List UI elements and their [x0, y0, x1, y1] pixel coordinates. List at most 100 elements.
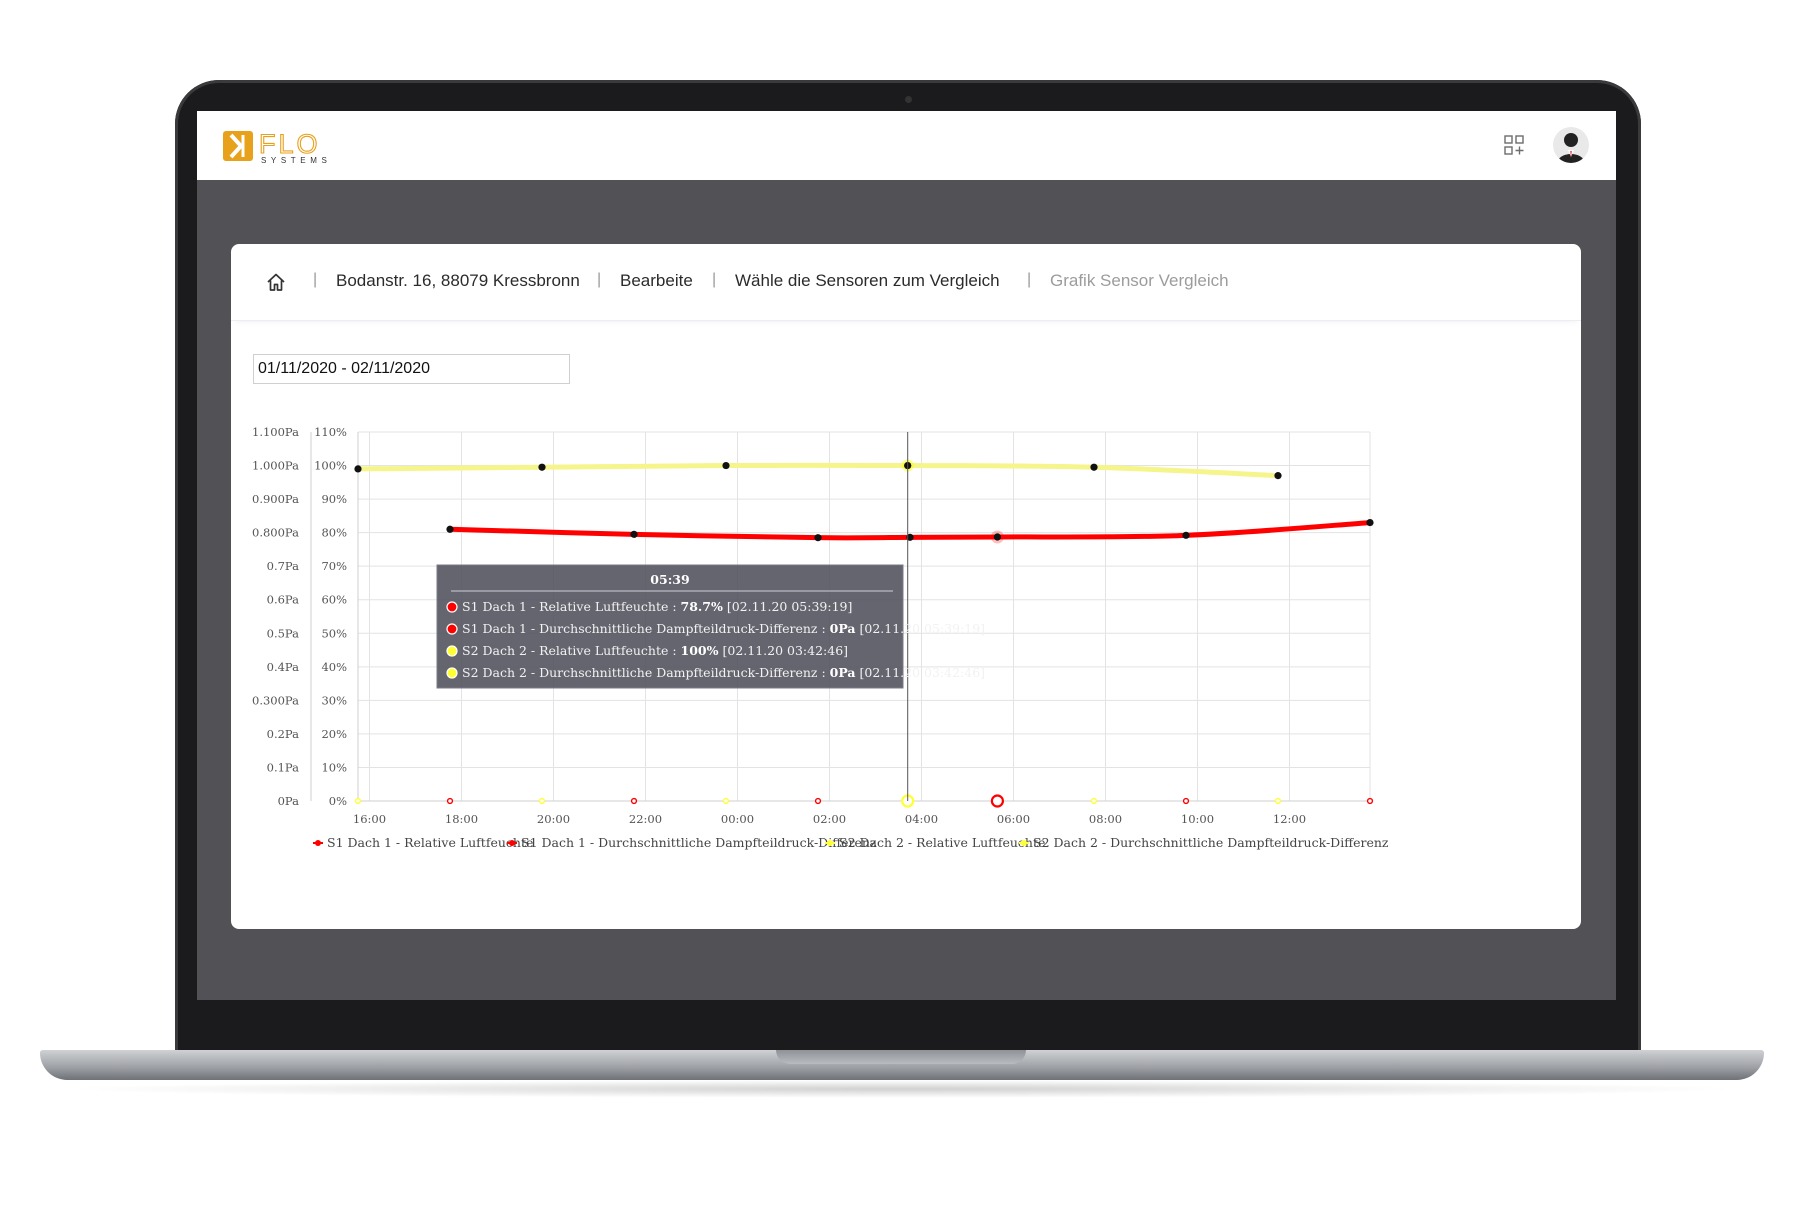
- y-left-tick-label: 0.4Pa: [267, 660, 300, 674]
- x-tick-label: 00:00: [721, 812, 754, 826]
- tooltip-row-time: [02.11.20 05:39:19]: [723, 599, 853, 614]
- x-tick-label: 20:00: [537, 812, 570, 826]
- y-left-tick-label: 0.900Pa: [252, 492, 299, 506]
- data-point: [354, 465, 362, 473]
- legend-marker: [827, 840, 833, 846]
- y-right-tick-label: 0%: [329, 794, 347, 808]
- legend-item[interactable]: S2 Dach 2 - Durchschnittliche Dampfteild…: [1019, 835, 1389, 850]
- legend-label: S1 Dach 1 - Relative Luftfeuchte: [327, 835, 533, 850]
- y-right-tick-label: 20%: [321, 727, 347, 741]
- tooltip-row-value: 78.7%: [681, 599, 723, 614]
- breadcrumb-separator: |: [313, 271, 318, 288]
- tooltip-box: [436, 564, 904, 689]
- breadcrumb-item-select-sensors[interactable]: Wähle die Sensoren zum Vergleich: [735, 271, 1000, 290]
- y-right-tick-label: 10%: [321, 760, 347, 774]
- tooltip-row: S2 Dach 2 - Relative Luftfeuchte : 100% …: [462, 643, 848, 658]
- logo-text: FLO: [258, 128, 321, 159]
- y-right-tick-label: 70%: [321, 559, 347, 573]
- hover-point-baseline: [990, 794, 1005, 808]
- user-avatar-icon[interactable]: [1553, 127, 1589, 163]
- breadcrumb-separator: |: [1027, 271, 1032, 288]
- tooltip-row-swatch: [446, 667, 458, 679]
- laptop-shadow: [60, 1080, 1744, 1098]
- sensor-chart: 0Pa 0% 0.1Pa 10% 0.2Pa 20% 0.300Pa 30% 0.4Pa 40% 0…: [252, 425, 1389, 850]
- data-point-baseline: [1182, 797, 1190, 805]
- legend-label: S2 Dach 2 - Relative Luftfeuchte: [839, 835, 1045, 850]
- tooltip-row-swatch: [446, 623, 458, 635]
- legend-item[interactable]: S1 Dach 1 - Durchschnittliche Dampfteild…: [507, 835, 877, 850]
- y-left-tick-label: 0Pa: [278, 794, 300, 808]
- tooltip-row-swatch: [446, 645, 458, 657]
- legend-item[interactable]: S1 Dach 1 - Relative Luftfeuchte: [313, 835, 533, 850]
- date-range-input[interactable]: [253, 354, 570, 384]
- tooltip-row-label: S1 Dach 1 - Durchschnittliche Dampfteild…: [462, 621, 830, 636]
- data-point-baseline: [446, 797, 454, 805]
- x-tick-label: 02:00: [813, 812, 846, 826]
- flo-logo-mark-icon: [223, 131, 253, 161]
- logo-subtext: SYSTEMS: [261, 156, 332, 165]
- laptop-notch: [776, 1050, 1026, 1064]
- hover-point: [993, 533, 1002, 541]
- data-point: [446, 525, 454, 533]
- data-point: [1366, 518, 1374, 527]
- tooltip-row-swatch: [446, 601, 458, 613]
- person-icon: [1557, 133, 1585, 163]
- tooltip-row-time: [02.11.20 03:42:46]: [719, 643, 849, 658]
- data-point-baseline: [814, 797, 822, 805]
- y-right-tick-label: 50%: [321, 626, 347, 640]
- legend-label: S2 Dach 2 - Durchschnittliche Dampfteild…: [1033, 835, 1389, 850]
- data-point: [538, 463, 546, 471]
- legend-label: S1 Dach 1 - Durchschnittliche Dampfteild…: [521, 835, 877, 850]
- chart-series: [355, 462, 1373, 541]
- x-tick-label: 16:00: [353, 812, 386, 826]
- x-tick-label: 22:00: [629, 812, 662, 826]
- data-point-baseline: [354, 797, 362, 805]
- tooltip-row-label: S1 Dach 1 - Relative Luftfeuchte :: [462, 599, 681, 614]
- data-point-baseline: [1366, 797, 1374, 805]
- legend-marker: [1021, 840, 1027, 846]
- tooltip-row-value: 100%: [681, 643, 719, 658]
- breadcrumb: | Bodanstr. 16, 88079 Kressbronn | Bearb…: [231, 244, 1581, 321]
- y-left-tick-label: 1.100Pa: [252, 425, 299, 439]
- tooltip-row-label: S2 Dach 2 - Durchschnittliche Dampfteild…: [462, 665, 830, 680]
- grid-plus-icon[interactable]: [1503, 134, 1525, 156]
- data-point: [1274, 472, 1282, 480]
- content-card: | Bodanstr. 16, 88079 Kressbronn | Bearb…: [231, 244, 1581, 929]
- x-tick-label: 18:00: [445, 812, 478, 826]
- logo[interactable]: FLO SYSTEMS: [223, 128, 353, 165]
- data-point-baseline: [1090, 797, 1098, 805]
- topbar: FLO SYSTEMS: [197, 111, 1616, 180]
- y-right-tick-label: 100%: [314, 459, 347, 473]
- data-point-baseline: [538, 797, 546, 805]
- y-left-tick-label: 1.000Pa: [252, 459, 299, 473]
- tooltip-row-label: S2 Dach 2 - Relative Luftfeuchte :: [462, 643, 681, 658]
- data-point: [630, 530, 638, 538]
- y-left-tick-label: 0.2Pa: [267, 727, 300, 741]
- data-point-baseline: [1274, 797, 1282, 805]
- tooltip-title: 05:39: [650, 572, 689, 587]
- y-right-tick-label: 110%: [314, 425, 347, 439]
- breadcrumb-item-edit[interactable]: Bearbeite: [620, 271, 693, 290]
- data-point: [1182, 531, 1190, 539]
- x-tick-label: 12:00: [1273, 812, 1306, 826]
- data-point: [722, 461, 730, 470]
- tooltip-row-value: 0Pa: [830, 665, 856, 680]
- breadcrumb-item-address[interactable]: Bodanstr. 16, 88079 Kressbronn: [336, 271, 580, 290]
- chart-markers: [354, 459, 1374, 808]
- tooltip-row-value: 0Pa: [830, 621, 856, 636]
- tooltip-row: S1 Dach 1 - Relative Luftfeuchte : 78.7%…: [462, 599, 852, 614]
- home-icon[interactable]: [266, 272, 286, 292]
- y-left-tick-label: 0.800Pa: [252, 526, 299, 540]
- y-right-tick-label: 90%: [321, 492, 347, 506]
- breadcrumb-separator: |: [712, 271, 717, 288]
- y-right-tick-label: 40%: [321, 660, 347, 674]
- data-point: [814, 534, 822, 542]
- legend-item[interactable]: S2 Dach 2 - Relative Luftfeuchte: [825, 835, 1045, 850]
- screen: FLO SYSTEMS | Bodanstr. 16, 88079 K: [197, 111, 1616, 1000]
- y-left-tick-label: 0.7Pa: [267, 559, 300, 573]
- y-right-tick-label: 30%: [321, 693, 347, 707]
- y-left-tick-label: 0.300Pa: [252, 693, 299, 707]
- x-tick-label: 06:00: [997, 812, 1030, 826]
- chart-axes: 0Pa 0% 0.1Pa 10% 0.2Pa 20% 0.300Pa 30% 0.4Pa 40% 0…: [252, 425, 1370, 826]
